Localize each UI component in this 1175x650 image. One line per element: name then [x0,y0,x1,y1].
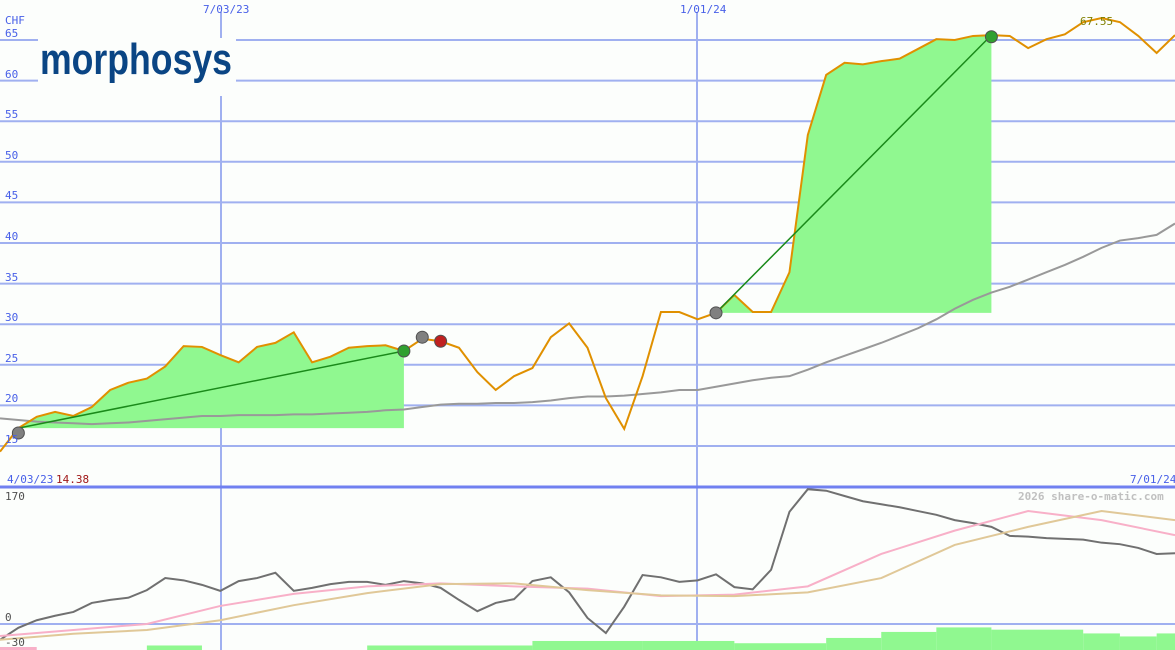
y-tick-label: 55 [5,108,19,122]
x-tick-label: 1/01/24 [680,3,727,16]
trade-marker [709,306,723,320]
y-tick-label: 30 [5,311,19,325]
unit-label: CHF [5,14,25,27]
start-date-label: 4/03/23 [7,473,54,486]
watermark: 2026 share-o-matic.com [1018,490,1164,503]
histogram-bar [1156,633,1175,650]
y-tick-label: 15 [5,433,19,446]
y-tick-label: 35 [5,270,19,284]
y-tick-label: 65 [5,27,19,40]
histogram-bar [642,640,735,650]
y-tick-label: 50 [5,148,19,162]
signal-slow-line [0,510,1175,641]
y-tick-label: 45 [5,189,19,203]
signal-fast-line [0,510,1175,638]
histogram-bar [734,643,827,650]
histogram-bar [1083,633,1120,650]
histogram-bar [146,645,202,650]
histogram-bar [936,627,992,650]
morphosys-logo-icon: morphosys [40,35,232,84]
y-tick-label: 40 [5,230,19,243]
histogram-bar [1119,636,1157,650]
histogram-bar [881,631,937,650]
histogram-bar [532,640,643,650]
trade-marker [434,334,448,348]
trade-marker [11,426,25,440]
start-value-label: 14.38 [56,473,90,486]
y-tick-label: 60 [5,67,19,81]
histogram-bar [0,646,37,650]
y-tick-label: 0 [5,611,12,624]
high-value-label: 67.55 [1080,15,1114,28]
y-tick-label: 20 [5,392,19,406]
histogram-bar [367,645,533,650]
y-tick-label: 170 [5,490,25,503]
trade-line [715,34,992,314]
end-date-label: 7/01/24 [1130,473,1175,486]
trade-marker [397,344,411,358]
svg-text:morphosys: morphosys [40,38,232,84]
histogram-bar [991,629,1084,650]
price-line [0,17,1175,453]
moving-average-line [0,222,1175,426]
histogram-bar [826,637,882,650]
x-tick-label: 7/03/23 [203,3,250,16]
trade-marker [415,330,429,344]
company-logo: morphosys [38,35,236,96]
y-tick-label: 25 [5,351,19,365]
y-tick-label: -30 [5,636,25,649]
trade-line [18,350,405,429]
trade-marker [984,30,998,44]
